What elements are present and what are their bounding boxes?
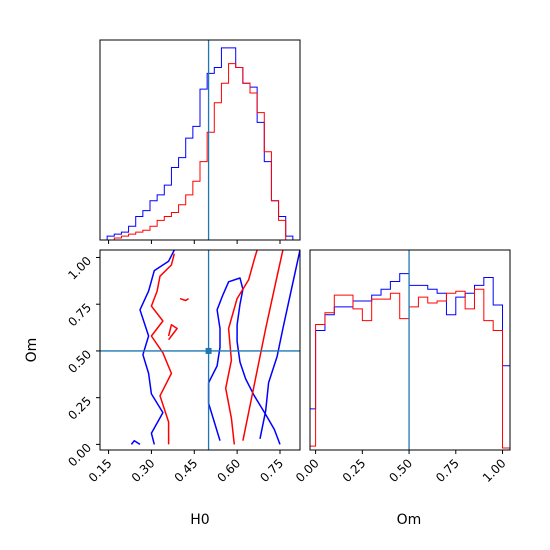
h0-hist-frame [99, 39, 301, 241]
contour-blue-0 [139, 250, 175, 445]
x-axis-label-h0: H0 [190, 512, 209, 528]
om-hist-red [310, 288, 510, 449]
contour-group [130, 250, 300, 446]
joint-ytick-label-1: 0.25 [65, 394, 94, 423]
om-marginal-panel: 0.00 0.25 0.50 0.75 1.00 [293, 249, 511, 485]
om-xtick-label-3: 0.75 [433, 456, 462, 485]
contour-red-2 [242, 250, 284, 441]
contour-red-4 [179, 297, 190, 302]
joint-xtick-label-0: 0.15 [86, 456, 115, 485]
joint-frame [99, 249, 301, 451]
om-hist-frame [309, 249, 511, 451]
joint-ytick-label-3: 0.75 [65, 300, 94, 329]
y-axis-label-om: Om [24, 338, 40, 363]
h0-om-joint-panel: 0.15 0.30 0.45 0.60 0.75 0.00 0.25 0.50 0.75 1.00 [65, 249, 301, 485]
om-xtick-label-4: 1.00 [480, 456, 509, 485]
h0-hist-red [100, 63, 300, 241]
joint-xtick-label-2: 0.45 [172, 456, 201, 485]
joint-xtick-label-1: 0.30 [129, 456, 158, 485]
h0-marginal-panel [99, 39, 301, 244]
joint-xtick-label-4: 0.75 [257, 456, 286, 485]
joint-xtick-label-3: 0.60 [214, 456, 243, 485]
joint-ytick-label-2: 0.50 [65, 347, 94, 376]
x-axis-label-om: Om [397, 512, 422, 528]
truth-marker [205, 347, 212, 354]
contour-blue-1 [207, 277, 281, 445]
h0-hist-blue [100, 47, 300, 241]
contour-blue-2 [259, 250, 300, 439]
om-xtick-label-0: 0.00 [293, 456, 322, 485]
contour-red-0 [150, 253, 176, 445]
om-xtick-label-2: 0.50 [386, 456, 415, 485]
contour-blue-3 [130, 439, 141, 446]
contour-red-1 [224, 250, 258, 445]
joint-ytick-label-4: 1.00 [65, 254, 94, 283]
om-xtick-label-1: 0.25 [340, 456, 369, 485]
contour-red-3 [167, 324, 178, 341]
joint-ytick-label-0: 0.00 [65, 441, 94, 470]
